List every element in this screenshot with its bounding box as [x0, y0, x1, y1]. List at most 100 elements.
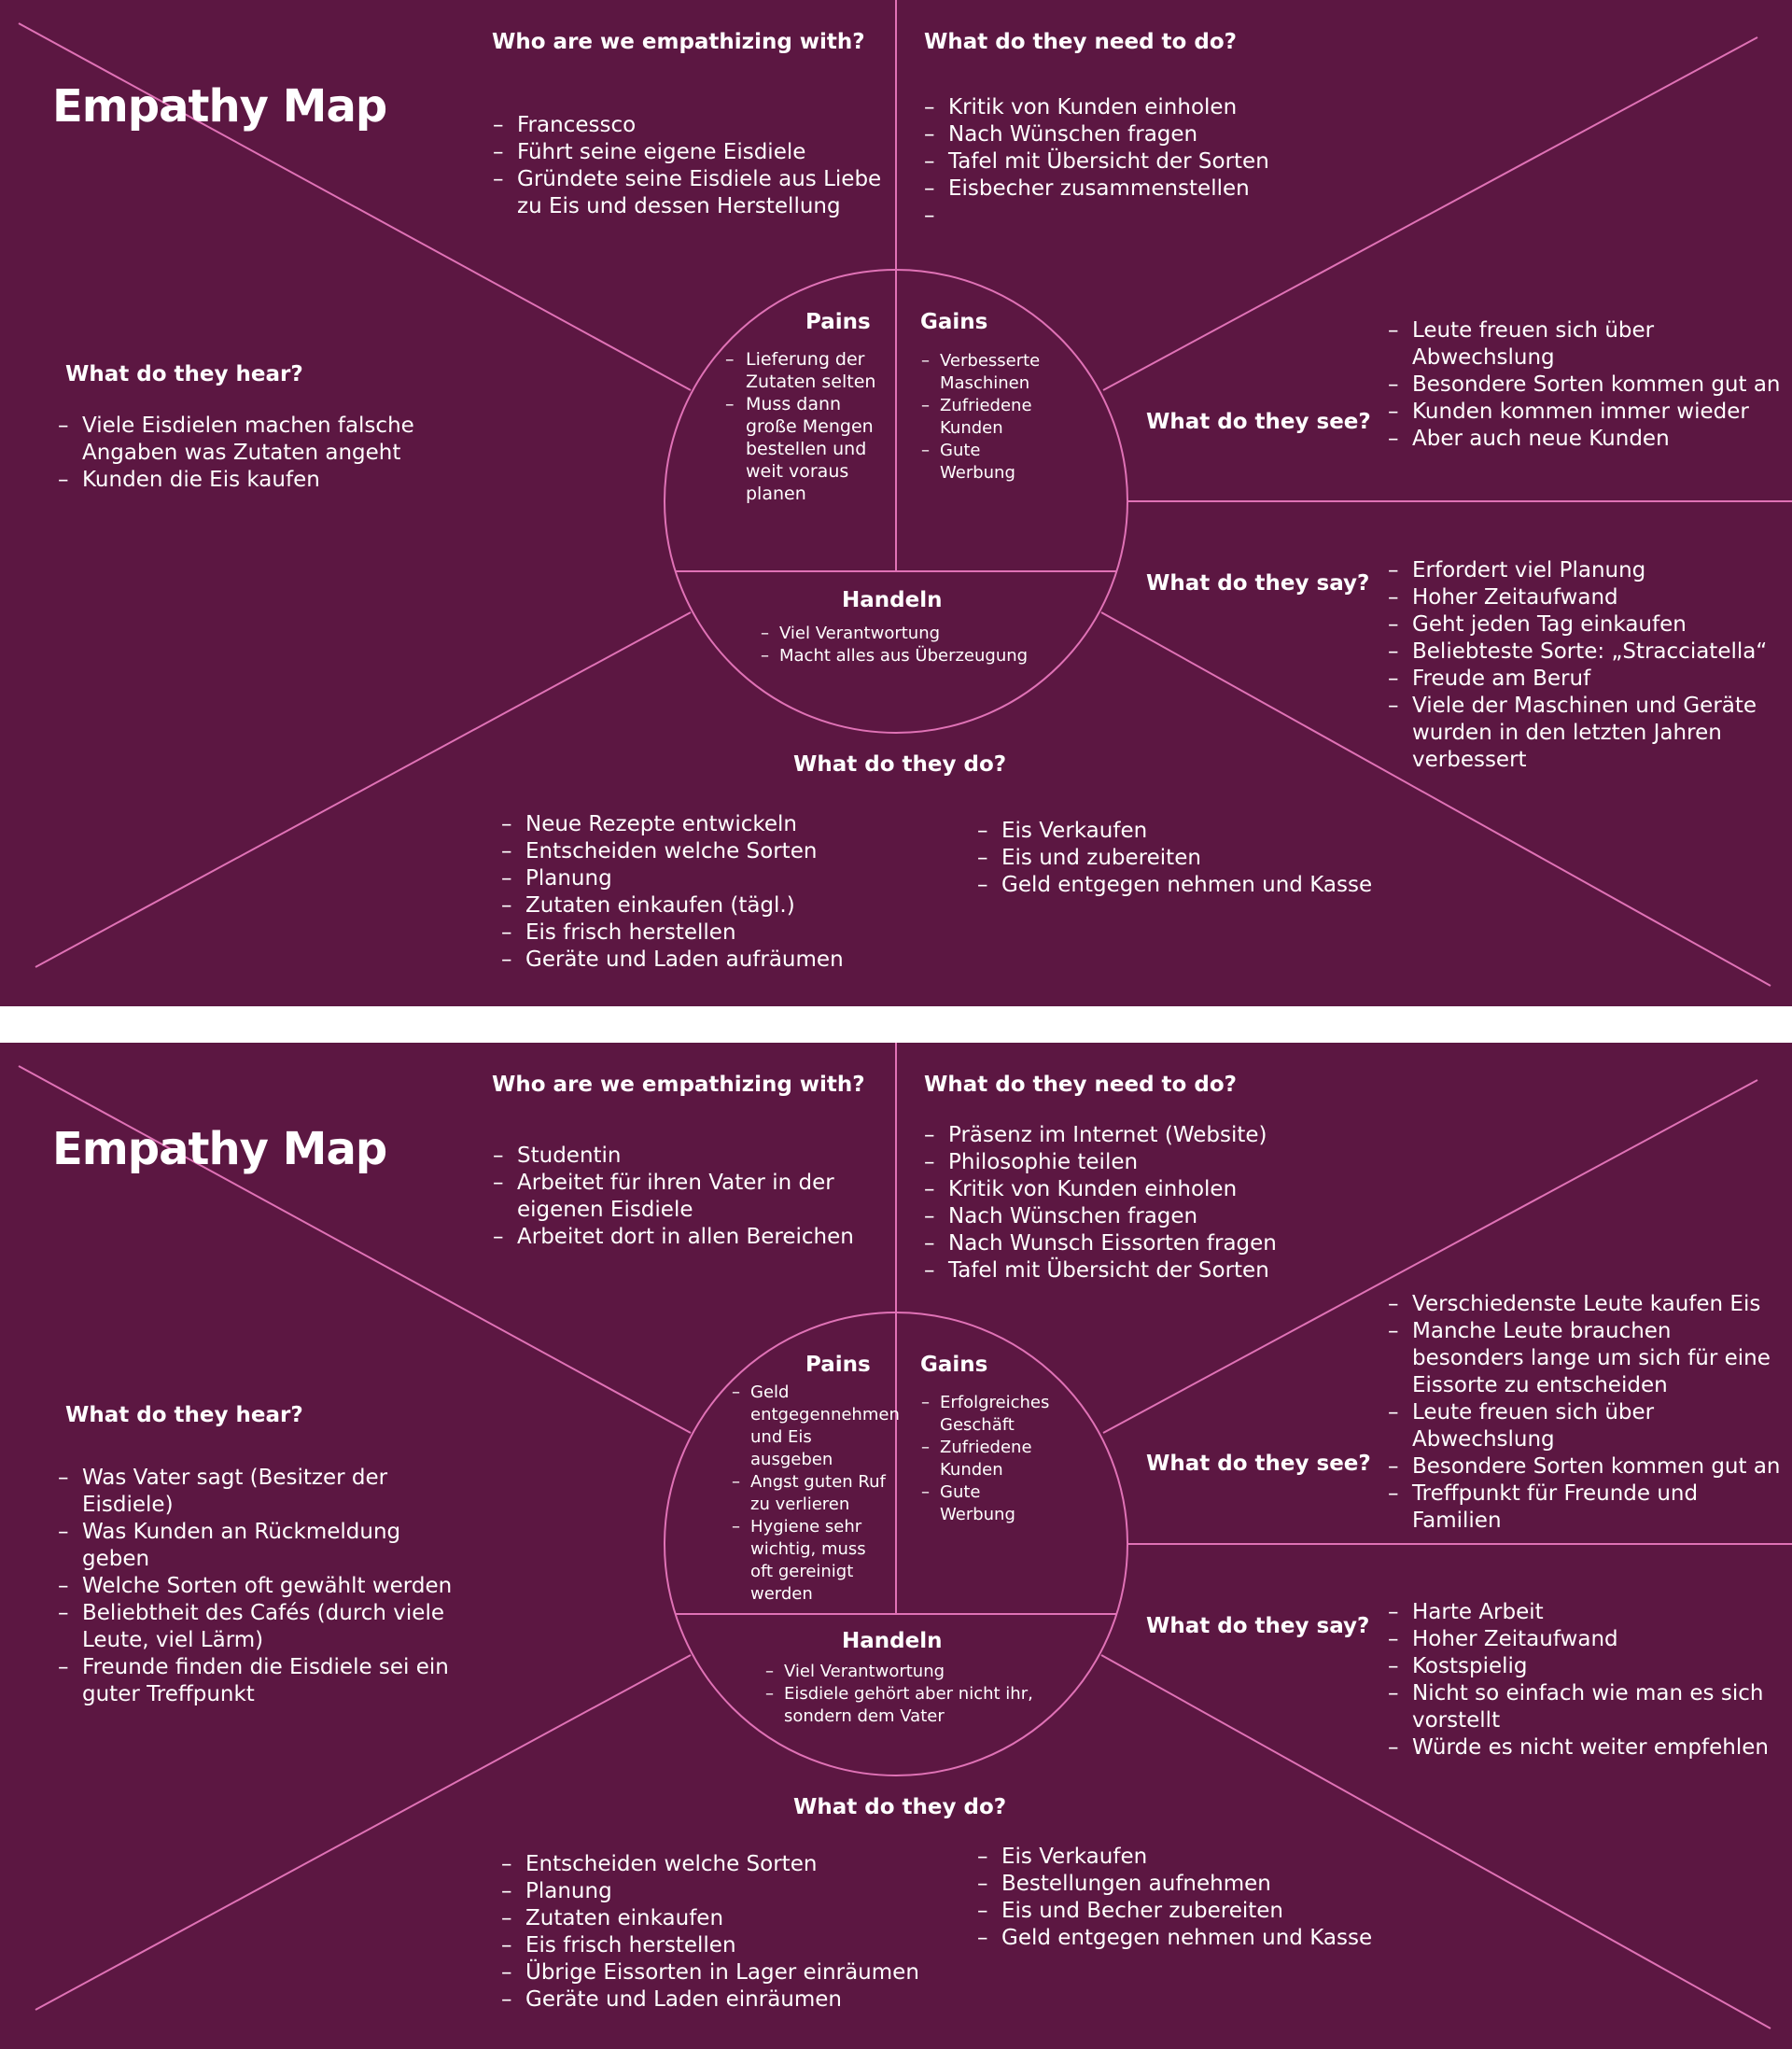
- do-list-right: Eis Verkaufen Bestellungen aufnehmen Eis…: [977, 1844, 1444, 1952]
- list-item: Viel Verantwortung: [765, 1661, 1083, 1683]
- list-item: Eis frisch herstellen: [501, 919, 949, 947]
- see-heading: What do they see?: [1146, 1452, 1371, 1476]
- hear-heading: What do they hear?: [65, 362, 303, 386]
- list-item: Verschiedenste Leute kaufen Eis: [1388, 1291, 1789, 1318]
- list-item: Besondere Sorten kommen gut an: [1388, 372, 1789, 399]
- list-item: Führt seine eigene Eisdiele: [493, 139, 894, 166]
- list-item: Geht jeden Tag einkaufen: [1388, 611, 1789, 639]
- list-item: Geld entgegen nehmen und Kasse: [977, 1925, 1444, 1952]
- list-item: Verbesserte Maschinen: [921, 350, 1061, 395]
- list-item: Aber auch neue Kunden: [1388, 426, 1789, 453]
- list-item: Geld entgegen nehmen und Kasse: [977, 872, 1444, 899]
- list-item: Kritik von Kunden einholen: [924, 1176, 1316, 1203]
- list-item: Geräte und Laden einräumen: [501, 1986, 949, 2014]
- list-item: Beliebteste Sorte: „Stracciatella“: [1388, 639, 1789, 666]
- need-heading: What do they need to do?: [924, 1073, 1237, 1097]
- list-item: Viel Verantwortung: [761, 623, 1078, 645]
- list-item: Tafel mit Übersicht der Sorten: [924, 1257, 1316, 1284]
- do-list-left: Neue Rezepte entwickeln Entscheiden welc…: [501, 811, 949, 974]
- list-item: Eis und zubereiten: [977, 845, 1444, 872]
- list-item: Eis frisch herstellen: [501, 1932, 949, 1959]
- list-item: Entscheiden welche Sorten: [501, 838, 949, 865]
- who-heading: Who are we empathizing with?: [492, 1073, 865, 1097]
- list-item: Zufriedene Kunden: [921, 1437, 1061, 1481]
- hear-heading: What do they hear?: [65, 1403, 303, 1427]
- hear-list: Was Vater sagt (Besitzer der Eisdiele) W…: [58, 1465, 469, 1708]
- list-item: Nach Wünschen fragen: [924, 121, 1316, 148]
- list-item: Kunden kommen immer wieder: [1388, 399, 1789, 426]
- list-item: Studentin: [493, 1143, 894, 1170]
- list-item: Entscheiden welche Sorten: [501, 1851, 949, 1878]
- list-item: Geräte und Laden aufräumen: [501, 947, 949, 974]
- handeln-list: Viel Verantwortung Eisdiele gehört aber …: [765, 1661, 1083, 1728]
- say-heading: What do they say?: [1146, 1614, 1370, 1638]
- list-item: Zutaten einkaufen (tägl.): [501, 892, 949, 919]
- list-item: Gute Werbung: [921, 1481, 1061, 1526]
- map-lines: [18, 1043, 1792, 2029]
- say-list: Erfordert viel Planung Hoher Zeitaufwand…: [1388, 557, 1789, 774]
- list-item: Welche Sorten oft gewählt werden: [58, 1573, 469, 1600]
- who-heading: Who are we empathizing with?: [492, 30, 865, 54]
- list-item: Gute Werbung: [921, 440, 1061, 484]
- pains-heading: Pains: [805, 310, 871, 334]
- list-item: Präsenz im Internet (Website): [924, 1122, 1316, 1149]
- empathy-map-1: Empathy Map Who are we empathizing with?…: [0, 0, 1792, 1006]
- handeln-heading: Handeln: [842, 588, 943, 612]
- list-item: Philosophie teilen: [924, 1149, 1316, 1176]
- gains-heading: Gains: [920, 310, 988, 334]
- need-heading: What do they need to do?: [924, 30, 1237, 54]
- page-title: Empathy Map: [52, 80, 387, 133]
- divider-line: [18, 1065, 692, 1434]
- who-list: Studentin Arbeitet für ihren Vater in de…: [493, 1143, 894, 1251]
- list-item: Gründete seine Eisdiele aus Liebe zu Eis…: [493, 166, 894, 220]
- see-list: Verschiedenste Leute kaufen Eis Manche L…: [1388, 1291, 1789, 1535]
- divider-line: [1102, 36, 1758, 391]
- say-list: Harte Arbeit Hoher Zeitaufwand Kostspiel…: [1388, 1599, 1789, 1761]
- list-item: Hoher Zeitaufwand: [1388, 584, 1789, 611]
- list-item: Zutaten einkaufen: [501, 1905, 949, 1932]
- list-item: Muss dann große Mengen bestellen und wei…: [725, 393, 893, 505]
- list-item: Manche Leute brauchen besonders lange um…: [1388, 1318, 1789, 1399]
- gains-list: Verbesserte Maschinen Zufriedene Kunden …: [921, 350, 1061, 484]
- list-item: Freunde finden die Eisdiele sei ein gute…: [58, 1654, 469, 1708]
- do-heading: What do they do?: [793, 752, 1007, 777]
- handeln-heading: Handeln: [842, 1629, 943, 1653]
- list-item: Planung: [501, 865, 949, 892]
- list-item: Was Kunden an Rückmeldung geben: [58, 1519, 469, 1573]
- map-lines: [18, 0, 1792, 987]
- need-list: Kritik von Kunden einholen Nach Wünschen…: [924, 94, 1316, 230]
- list-item: Eis Verkaufen: [977, 818, 1444, 845]
- list-item: Erfordert viel Planung: [1388, 557, 1789, 584]
- empathy-map-2: Empathy Map Who are we empathizing with?…: [0, 1043, 1792, 2049]
- page-title: Empathy Map: [52, 1123, 387, 1175]
- do-heading: What do they do?: [793, 1795, 1007, 1819]
- list-item: Kostspielig: [1388, 1653, 1789, 1680]
- list-item: Macht alles aus Überzeugung: [761, 645, 1078, 667]
- hear-list: Viele Eisdielen machen falsche Angaben w…: [58, 413, 431, 494]
- see-list: Leute freuen sich über Abwechslung Beson…: [1388, 317, 1789, 453]
- list-item: Geld entgegennehmen und Eis ausgeben: [732, 1382, 900, 1471]
- gains-list: Erfolgreiches Geschäft Zufriedene Kunden…: [921, 1392, 1061, 1526]
- do-list-left: Entscheiden welche Sorten Planung Zutate…: [501, 1851, 949, 2014]
- list-item: Arbeitet für ihren Vater in der eigenen …: [493, 1170, 894, 1224]
- list-item: Nicht so einfach wie man es sich vorstel…: [1388, 1680, 1789, 1734]
- pains-heading: Pains: [805, 1353, 871, 1377]
- list-item: Viele Eisdielen machen falsche Angaben w…: [58, 413, 431, 467]
- divider-line: [35, 1654, 692, 2011]
- pains-list: Lieferung der Zutaten selten Muss dann g…: [725, 348, 893, 505]
- list-item: Arbeitet dort in allen Bereichen: [493, 1224, 894, 1251]
- list-item: Eis Verkaufen: [977, 1844, 1444, 1871]
- do-list-right: Eis Verkaufen Eis und zubereiten Geld en…: [977, 818, 1444, 899]
- list-item: Würde es nicht weiter empfehlen: [1388, 1734, 1789, 1761]
- list-item: Freude am Beruf: [1388, 666, 1789, 693]
- list-item: Eisdiele gehört aber nicht ihr, sondern …: [765, 1683, 1083, 1728]
- gains-heading: Gains: [920, 1353, 988, 1377]
- list-item: Viele der Maschinen und Geräte wurden in…: [1388, 693, 1789, 774]
- divider-line: [35, 611, 692, 968]
- list-item: Harte Arbeit: [1388, 1599, 1789, 1626]
- list-item: Eisbecher zusammenstellen: [924, 175, 1316, 203]
- list-item: Leute freuen sich über Abwechslung: [1388, 1399, 1789, 1453]
- divider-line: [1102, 1079, 1758, 1434]
- divider-line: [1100, 1654, 1771, 2029]
- list-item: Neue Rezepte entwickeln: [501, 811, 949, 838]
